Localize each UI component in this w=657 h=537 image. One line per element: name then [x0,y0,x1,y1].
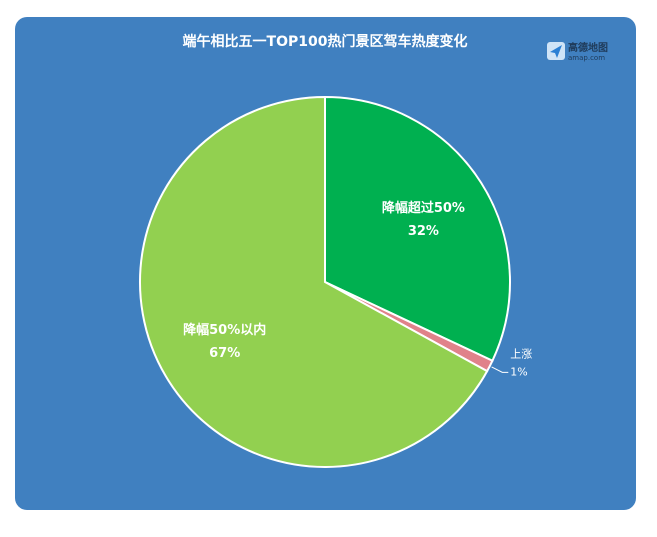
value-label: 32% [408,224,439,239]
chart-title: 端午相比五一TOP100热门景区驾车热度变化 [183,33,468,50]
logo: 高德地图 amap.com [547,41,608,62]
pie-slice [324,95,511,363]
slice-label: 降幅超过50% [382,200,465,216]
logo-name: 高德地图 [568,41,608,54]
leader-line [491,366,509,373]
value-label: 67% [209,346,240,361]
logo-url: amap.com [568,54,605,62]
logo-arrow [550,45,562,58]
pie-slice [139,95,489,468]
slice-label: 上涨 [510,347,532,360]
value-label: 1% [510,365,527,378]
slice-label: 降幅50%以内 [183,322,266,338]
